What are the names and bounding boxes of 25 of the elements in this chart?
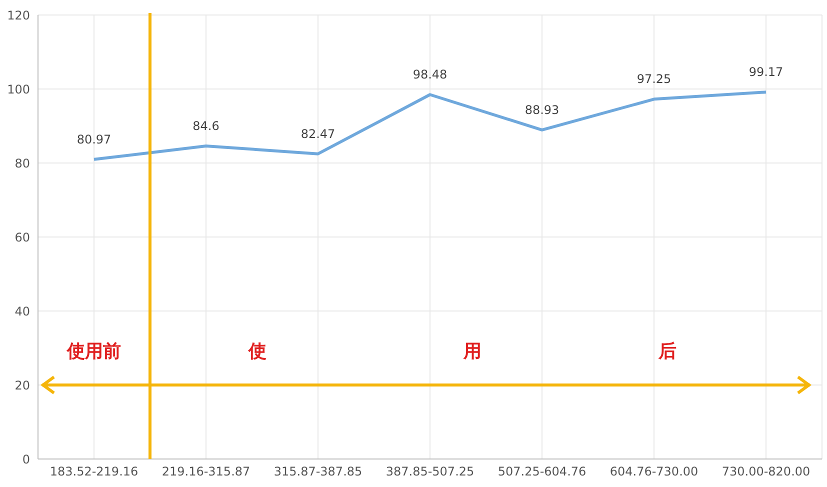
y-tick-label: 100 [7, 82, 30, 96]
y-tick-label: 0 [22, 452, 30, 466]
data-label: 80.97 [76, 132, 112, 146]
x-tick-label: 507.25-604.76 [498, 464, 586, 479]
y-tick-label: 120 [7, 8, 30, 22]
data-label: 88.93 [524, 102, 560, 117]
data-label: 82.47 [300, 126, 336, 141]
data-label: 98.48 [412, 68, 448, 82]
y-tick-label: 20 [14, 378, 30, 392]
annotation: 用 [462, 341, 482, 362]
x-tick-label: 315.87-387.85 [274, 464, 362, 479]
x-tick-label: 183.52-219.16 [50, 464, 138, 479]
annotation: 使 [248, 341, 267, 362]
data-label: 99.17 [748, 65, 784, 80]
x-tick-label: 604.76-730.00 [610, 464, 698, 479]
annotation: 使用前 [66, 341, 121, 362]
data-label: 84.6 [192, 118, 220, 133]
annotation: 后 [657, 341, 676, 362]
y-tick-label: 40 [14, 304, 30, 318]
data-label: 97.25 [636, 72, 672, 86]
x-tick-label: 219.16-315.87 [162, 464, 250, 479]
y-tick-label: 80 [14, 156, 30, 170]
y-tick-label: 60 [14, 230, 30, 244]
x-tick-label: 730.00-820.00 [722, 464, 810, 479]
x-tick-label: 387.85-507.25 [386, 464, 474, 479]
